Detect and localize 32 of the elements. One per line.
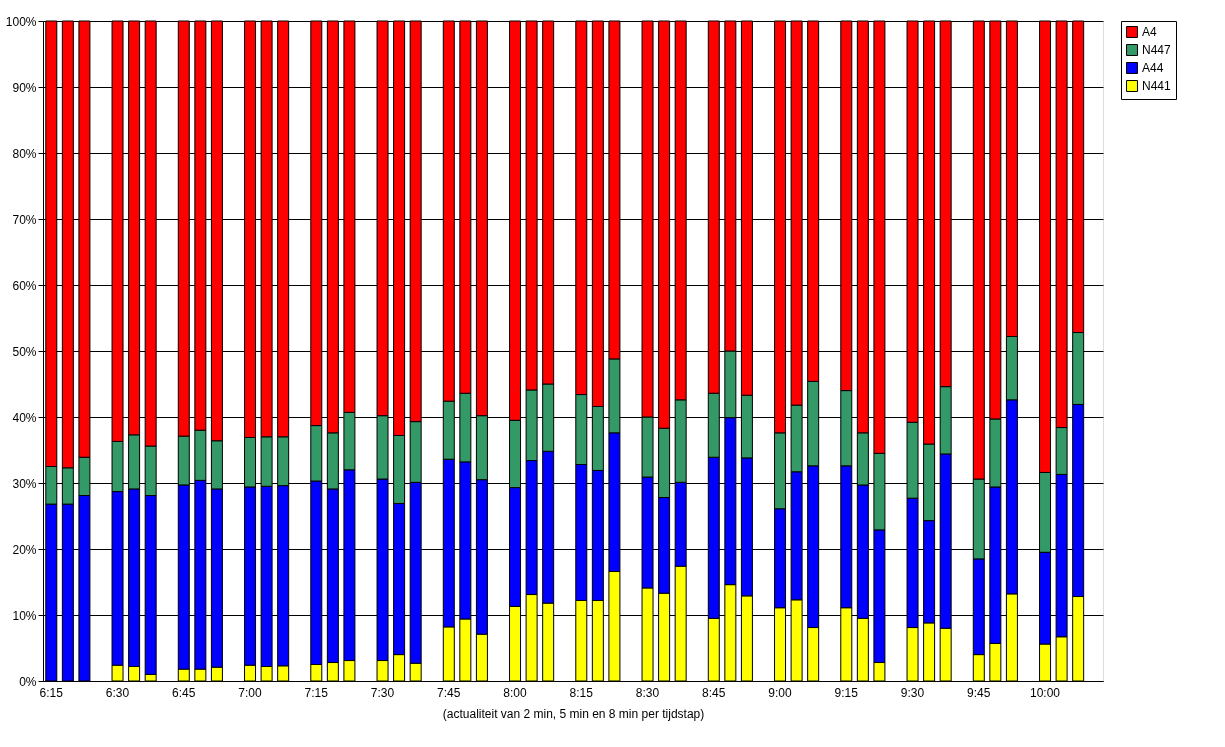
y-tick-label: 40%	[12, 410, 37, 425]
x-axis-title: (actualiteit van 2 min, 5 min en 8 min per tijdstap)	[442, 706, 705, 721]
x-tick-label: 9:30	[900, 685, 925, 700]
y-tick-label: 100%	[5, 14, 37, 29]
x-tick-label: 7:45	[437, 685, 461, 700]
y-tick-label: 0%	[19, 674, 37, 689]
y-tick-label: 30%	[12, 476, 37, 491]
x-tick-label: 8:15	[569, 685, 594, 700]
y-tick-label: 70%	[12, 212, 37, 227]
x-tick-label: 9:00	[768, 685, 793, 700]
x-tick-label: 7:30	[370, 685, 395, 700]
x-tick-label: 8:45	[702, 685, 726, 700]
x-tick-label: 9:15	[834, 685, 859, 700]
y-tick-label: 10%	[12, 608, 37, 623]
y-tick-label: 90%	[12, 80, 37, 95]
legend-label: N447	[1142, 43, 1172, 57]
x-tick-label: 8:00	[503, 685, 528, 700]
y-tick-label: 60%	[12, 278, 37, 293]
x-tick-label: 6:45	[172, 685, 196, 700]
legend-label: N441	[1142, 79, 1172, 93]
x-tick-label: 7:00	[238, 685, 263, 700]
y-tick-label: 80%	[12, 146, 37, 161]
x-tick-label: 7:15	[304, 685, 329, 700]
x-tick-label: 10:00	[1030, 685, 1061, 700]
x-tick-label: 6:15	[39, 685, 64, 700]
x-tick-label: 6:30	[105, 685, 130, 700]
y-tick-label: 20%	[12, 542, 37, 557]
legend-label: A4	[1142, 25, 1157, 39]
x-tick-label: 8:30	[635, 685, 660, 700]
y-tick-label: 50%	[12, 344, 37, 359]
x-tick-label: 9:45	[967, 685, 991, 700]
legend-label: A44	[1142, 61, 1164, 75]
